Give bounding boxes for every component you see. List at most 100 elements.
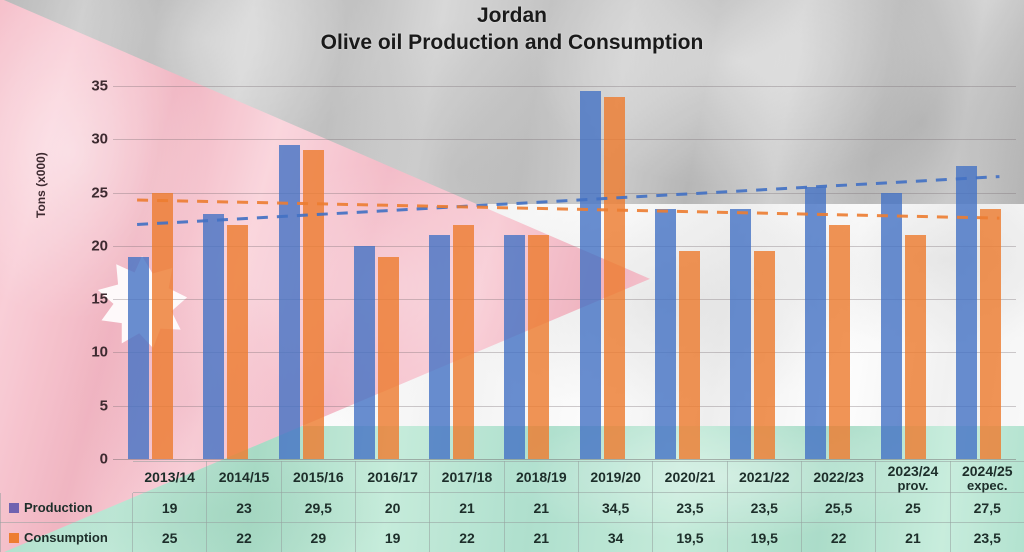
legend-swatch-consumption-icon <box>9 533 19 543</box>
bar-production[interactable] <box>429 235 451 459</box>
table-corner-cell <box>1 462 133 493</box>
y-axis-tick-label: 0 <box>99 450 108 468</box>
table-row-production: Production 19 23 29,5 20 21 21 34,5 23,5 23,5 25,… <box>0 492 1024 523</box>
trendlines-group <box>136 175 1000 227</box>
table-cell: 20 <box>354 492 431 523</box>
bar-production[interactable] <box>504 235 526 459</box>
bar-production[interactable] <box>579 91 601 459</box>
bar-production[interactable] <box>128 256 150 459</box>
table-cell: 25,5 <box>800 492 877 523</box>
table-cell: 27,5 <box>949 492 1024 523</box>
bar-production[interactable] <box>654 208 676 459</box>
table-cell: 22 <box>800 522 877 552</box>
table-cell: 25 <box>875 492 951 523</box>
bar-production[interactable] <box>955 165 977 459</box>
data-table: 2013/14 2014/15 2015/16 2016/17 2017/18 2018/… <box>0 461 1024 552</box>
gridline <box>113 192 1016 194</box>
table-column-header-main: 2013/14 <box>144 469 195 485</box>
bar-consumption[interactable] <box>678 251 700 459</box>
legend-label-production: Production <box>24 500 93 515</box>
table-column-header-main: 2021/22 <box>738 469 790 485</box>
y-axis-title: Tons (x000) <box>34 152 48 218</box>
bar-consumption[interactable] <box>603 96 625 459</box>
table-column-header-main: 2016/17 <box>367 469 418 485</box>
table-cell: 22 <box>206 522 282 552</box>
bar-consumption[interactable] <box>302 149 324 459</box>
table-cell: 34,5 <box>577 492 654 523</box>
table-column-header-main: 2018/19 <box>516 469 567 485</box>
bar-production[interactable] <box>353 245 375 459</box>
bar-series-group <box>113 86 1016 459</box>
table-cell: 23 <box>206 492 282 523</box>
table-cell: 29,5 <box>280 492 356 523</box>
gridline <box>113 299 1016 301</box>
bar-production[interactable] <box>730 208 752 459</box>
bar-production[interactable] <box>278 144 300 459</box>
gridline <box>113 86 1016 87</box>
table-column-header-main: 2023/24 <box>887 462 939 479</box>
table-cell: 23,5 <box>726 492 802 523</box>
table-column-header: 2024/25 expec. <box>949 461 1024 493</box>
bar-consumption[interactable] <box>754 251 776 459</box>
legend-label-consumption: Consumption <box>24 530 108 545</box>
bar-consumption[interactable] <box>979 208 1001 459</box>
table-column-header-main: 2024/25 <box>961 462 1013 479</box>
bar-consumption[interactable] <box>829 224 851 459</box>
table-column-header: 2022/23 <box>800 461 877 493</box>
legend-swatch-production-icon <box>9 503 19 513</box>
bar-consumption[interactable] <box>904 235 926 459</box>
table-column-header: 2020/21 <box>652 461 728 493</box>
table-cell: 19,5 <box>726 522 802 552</box>
table-cell: 34 <box>577 522 654 552</box>
chart-title: Jordan Olive oil Production and Consumpt… <box>0 3 1024 57</box>
bar-consumption[interactable] <box>377 256 399 459</box>
table-column-header-main: 2022/23 <box>813 469 864 485</box>
gridline <box>113 405 1016 407</box>
table-column-header-main: 2019/20 <box>590 469 641 485</box>
bar-consumption[interactable] <box>227 224 249 459</box>
table-cell: 19 <box>131 492 208 523</box>
table-cell: 22 <box>429 522 505 552</box>
trendline-production <box>136 175 1000 227</box>
table-column-header: 2019/20 <box>577 461 654 493</box>
y-axis-tick-label: 30 <box>91 130 108 148</box>
table-header-row: 2013/14 2014/15 2015/16 2016/17 2017/18 2018/… <box>1 461 1024 493</box>
legend-item-consumption[interactable]: Consumption <box>0 522 133 552</box>
table-cell: 19,5 <box>652 522 728 552</box>
bar-consumption[interactable] <box>528 235 550 459</box>
plot-area <box>113 86 1016 460</box>
table-row-consumption: Consumption 25 22 29 19 22 21 34 19,5 19,5 22 21 23… <box>0 522 1024 552</box>
bar-production[interactable] <box>203 213 225 459</box>
table-column-header: 2021/22 <box>726 461 802 493</box>
y-axis-tick-label: 10 <box>91 343 108 361</box>
y-axis-tick-labels: 0 5 10 15 20 25 30 35 <box>78 78 108 468</box>
table-column-header: 2016/17 <box>354 461 431 493</box>
table-cell: 25 <box>131 522 208 552</box>
table-column-header-main: 2015/16 <box>293 469 344 485</box>
trendline-consumption <box>137 198 1000 220</box>
legend-item-production[interactable]: Production <box>0 492 133 523</box>
table-column-header: 2018/19 <box>503 461 579 493</box>
chart-title-line1: Jordan <box>476 4 547 27</box>
gridline <box>113 459 1016 460</box>
table-column-header-main: 2020/21 <box>664 469 716 485</box>
table-column-header: 2017/18 <box>429 461 505 493</box>
table-column-header: 2013/14 <box>131 461 208 493</box>
y-axis-tick-label: 5 <box>99 397 108 415</box>
table-cell: 21 <box>503 492 579 523</box>
table-cell: 21 <box>429 492 505 523</box>
gridline <box>113 139 1016 141</box>
table-column-header-sub: prov. <box>897 477 929 493</box>
table-cell: 21 <box>503 522 579 552</box>
bar-consumption[interactable] <box>453 224 475 459</box>
gridline <box>113 352 1016 354</box>
table-cell: 29 <box>280 522 356 552</box>
table-cell: 23,5 <box>949 522 1024 552</box>
bar-consumption[interactable] <box>152 192 174 459</box>
bar-production[interactable] <box>880 192 902 459</box>
y-axis-tick-label: 35 <box>91 77 108 95</box>
bar-production[interactable] <box>805 187 827 459</box>
table-cell: 19 <box>354 522 431 552</box>
table-column-header: 2015/16 <box>280 461 356 493</box>
gridline <box>113 245 1016 247</box>
